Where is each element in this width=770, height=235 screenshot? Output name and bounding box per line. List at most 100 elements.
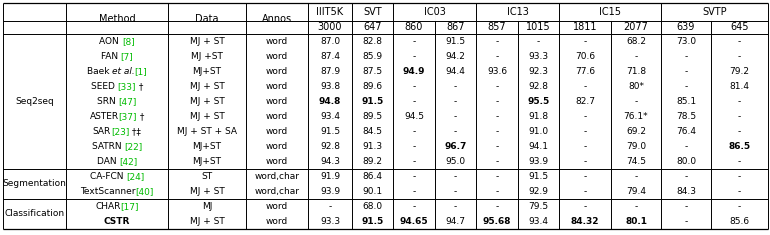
Text: 867: 867: [447, 23, 465, 32]
Text: 89.6: 89.6: [363, 82, 383, 91]
Text: SATRN: SATRN: [92, 142, 124, 151]
Text: Classification: Classification: [5, 209, 65, 219]
Text: 860: 860: [405, 23, 424, 32]
Text: [42]: [42]: [119, 157, 137, 166]
Text: -: -: [413, 82, 416, 91]
Text: MJ + ST: MJ + ST: [189, 37, 224, 46]
Text: 857: 857: [487, 23, 507, 32]
Text: 647: 647: [363, 23, 382, 32]
Text: -: -: [685, 172, 688, 181]
Text: 76.4: 76.4: [676, 127, 696, 136]
Text: -: -: [454, 172, 457, 181]
Text: -: -: [584, 127, 587, 136]
Text: [1]: [1]: [135, 67, 147, 76]
Text: 84.5: 84.5: [363, 127, 383, 136]
Text: 80.1: 80.1: [625, 217, 647, 226]
Text: -: -: [738, 127, 741, 136]
Text: 94.1: 94.1: [528, 142, 548, 151]
Text: Seq2seq: Seq2seq: [15, 97, 54, 106]
Text: 91.5: 91.5: [445, 37, 466, 46]
Text: 80*: 80*: [628, 82, 644, 91]
Text: 92.8: 92.8: [320, 142, 340, 151]
Text: 68.2: 68.2: [626, 37, 646, 46]
Text: [8]: [8]: [122, 37, 135, 46]
Text: MJ+ST: MJ+ST: [192, 142, 222, 151]
Text: word: word: [266, 217, 288, 226]
Text: -: -: [584, 112, 587, 121]
Text: -: -: [495, 52, 499, 61]
Text: -: -: [413, 127, 416, 136]
Text: -: -: [413, 202, 416, 211]
Text: [7]: [7]: [121, 52, 133, 61]
Text: 69.2: 69.2: [626, 127, 646, 136]
Text: †: †: [137, 112, 145, 121]
Text: [40]: [40]: [136, 187, 154, 196]
Text: -: -: [454, 97, 457, 106]
Text: MJ: MJ: [202, 202, 213, 211]
Text: 3000: 3000: [318, 23, 342, 32]
Text: AON: AON: [99, 37, 122, 46]
Text: 79.2: 79.2: [729, 67, 749, 76]
Text: 91.3: 91.3: [363, 142, 383, 151]
Text: 645: 645: [730, 23, 748, 32]
Text: -: -: [584, 187, 587, 196]
Text: 91.8: 91.8: [528, 112, 548, 121]
Text: 93.4: 93.4: [320, 112, 340, 121]
Text: FAN: FAN: [101, 52, 121, 61]
Text: 639: 639: [677, 23, 695, 32]
Text: 82.7: 82.7: [575, 97, 595, 106]
Text: -: -: [738, 52, 741, 61]
Text: 93.4: 93.4: [528, 217, 548, 226]
Text: -: -: [454, 202, 457, 211]
Text: -: -: [495, 112, 499, 121]
Text: -: -: [634, 172, 638, 181]
Text: -: -: [537, 37, 540, 46]
Text: -: -: [495, 127, 499, 136]
Text: -: -: [685, 67, 688, 76]
Text: Data: Data: [196, 13, 219, 24]
Text: 93.9: 93.9: [528, 157, 548, 166]
Text: 84.32: 84.32: [571, 217, 599, 226]
Text: -: -: [738, 112, 741, 121]
Text: -: -: [685, 82, 688, 91]
Text: 81.4: 81.4: [729, 82, 749, 91]
Text: [17]: [17]: [120, 202, 139, 211]
Text: -: -: [738, 157, 741, 166]
Text: ASTER: ASTER: [89, 112, 119, 121]
Text: CHAR: CHAR: [95, 202, 120, 211]
Text: word: word: [266, 202, 288, 211]
Text: 94.5: 94.5: [404, 112, 424, 121]
Text: 79.4: 79.4: [626, 187, 646, 196]
Text: -: -: [584, 82, 587, 91]
Text: 76.1*: 76.1*: [624, 112, 648, 121]
Text: word: word: [266, 82, 288, 91]
Text: 84.3: 84.3: [676, 187, 696, 196]
Text: MJ+ST: MJ+ST: [192, 67, 222, 76]
Text: -: -: [738, 187, 741, 196]
Text: MJ + ST: MJ + ST: [189, 112, 224, 121]
Text: 94.8: 94.8: [319, 97, 341, 106]
Text: 94.7: 94.7: [446, 217, 466, 226]
Text: SRN: SRN: [97, 97, 119, 106]
Text: -: -: [685, 142, 688, 151]
Text: [23]: [23]: [111, 127, 129, 136]
Text: -: -: [495, 202, 499, 211]
Text: 70.6: 70.6: [575, 52, 595, 61]
Text: 94.65: 94.65: [400, 217, 428, 226]
Text: 93.9: 93.9: [320, 187, 340, 196]
Text: MJ + ST: MJ + ST: [189, 97, 224, 106]
Text: -: -: [584, 142, 587, 151]
Text: 85.9: 85.9: [363, 52, 383, 61]
Text: Baek: Baek: [86, 67, 112, 76]
Text: SVT: SVT: [363, 7, 382, 17]
Text: 91.0: 91.0: [528, 127, 548, 136]
Text: -: -: [685, 52, 688, 61]
Text: 93.3: 93.3: [320, 217, 340, 226]
Text: 73.0: 73.0: [676, 37, 696, 46]
Text: MJ + ST: MJ + ST: [189, 82, 224, 91]
Text: 85.1: 85.1: [676, 97, 696, 106]
Text: 2077: 2077: [624, 23, 648, 32]
Text: 74.5: 74.5: [626, 157, 646, 166]
Text: SAR: SAR: [92, 127, 111, 136]
Text: 71.8: 71.8: [626, 67, 646, 76]
